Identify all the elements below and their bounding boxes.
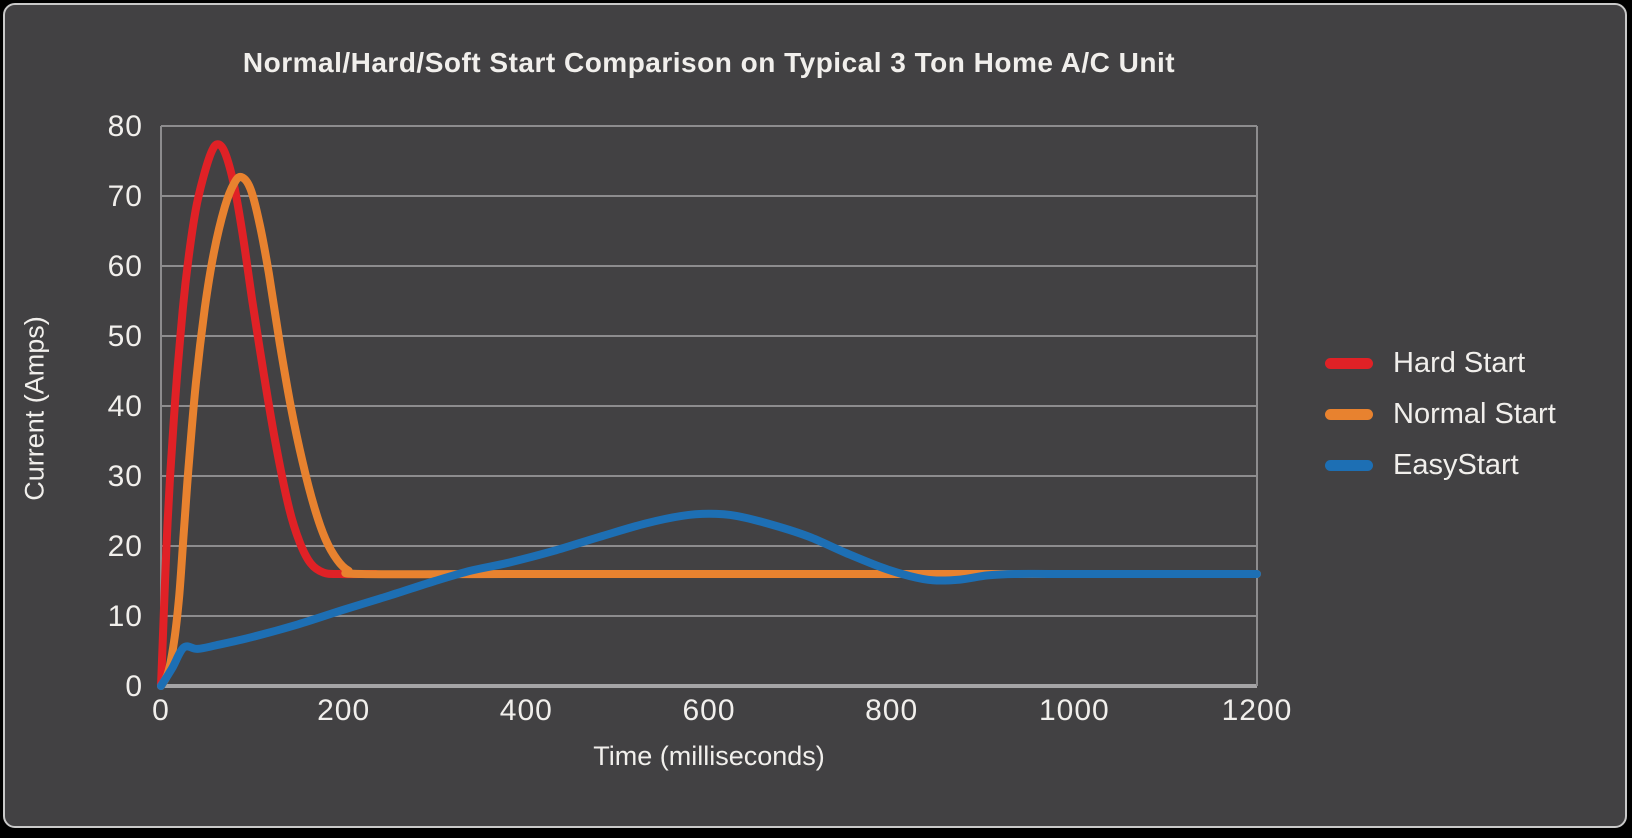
y-tick-label: 20 [108, 530, 143, 563]
y-tick-label: 0 [125, 670, 143, 703]
series-line-hard-start [157, 140, 380, 690]
y-tick-label: 10 [108, 600, 143, 633]
x-axis-label: Time (milliseconds) [593, 741, 825, 771]
x-tick-label: 400 [500, 694, 553, 727]
x-tick-label: 200 [317, 694, 370, 727]
y-tick-label: 80 [108, 110, 143, 143]
legend-swatch [1325, 408, 1373, 420]
x-tick-label: 800 [865, 694, 918, 727]
legend-item: Hard Start [1325, 344, 1556, 382]
chart-title: Normal/Hard/Soft Start Comparison on Typ… [242, 47, 1176, 78]
legend-label: EasyStart [1393, 448, 1519, 481]
chart-card: Normal/Hard/Soft Start Comparison on Typ… [3, 3, 1627, 828]
legend-item: Normal Start [1325, 395, 1556, 433]
y-tick-label: 60 [108, 250, 143, 283]
legend-swatch [1325, 459, 1373, 471]
legend: Hard Start Normal Start EasyStart [1325, 344, 1556, 484]
legend-item: EasyStart [1325, 446, 1556, 484]
y-axis-label: Current (Amps) [19, 316, 50, 501]
x-tick-label: 600 [682, 694, 735, 727]
x-tick-label: 1200 [1222, 694, 1293, 727]
series-line-normal-start [157, 172, 1261, 690]
y-tick-label: 30 [108, 460, 143, 493]
legend-label: Hard Start [1393, 346, 1526, 379]
series-line-easystart [157, 509, 1261, 690]
legend-swatch [1325, 357, 1373, 369]
y-tick-label: 70 [108, 180, 143, 213]
y-tick-label: 40 [108, 390, 143, 423]
y-tick-label: 50 [108, 320, 143, 353]
x-tick-label: 1000 [1039, 694, 1110, 727]
legend-label: Normal Start [1393, 397, 1556, 430]
x-tick-label: 0 [152, 694, 170, 727]
